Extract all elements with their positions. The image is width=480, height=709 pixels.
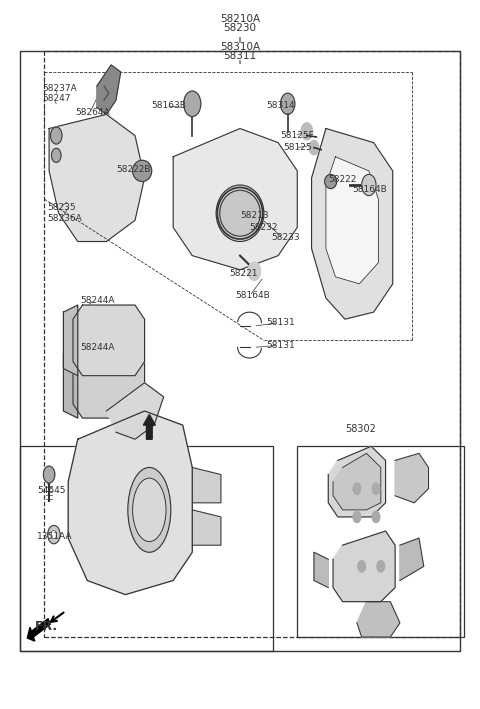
Text: 58213: 58213	[240, 211, 269, 220]
Circle shape	[281, 93, 295, 114]
Text: 58247: 58247	[42, 94, 71, 104]
Circle shape	[43, 466, 55, 483]
Polygon shape	[333, 453, 381, 510]
Text: 58164B: 58164B	[352, 186, 387, 194]
FancyArrow shape	[27, 619, 50, 641]
Text: 58230: 58230	[224, 23, 256, 33]
Polygon shape	[73, 347, 144, 418]
Polygon shape	[312, 128, 393, 319]
Polygon shape	[173, 128, 297, 269]
Text: 58210A: 58210A	[220, 14, 260, 24]
Text: 58163B: 58163B	[152, 101, 187, 111]
Text: 58131: 58131	[266, 341, 295, 350]
Polygon shape	[107, 383, 164, 440]
Polygon shape	[63, 305, 78, 376]
Text: 58314: 58314	[266, 101, 295, 111]
Text: 58221: 58221	[229, 269, 258, 278]
Circle shape	[372, 483, 380, 494]
Text: 58222B: 58222B	[116, 165, 150, 174]
Circle shape	[51, 530, 57, 539]
Polygon shape	[49, 114, 144, 242]
Circle shape	[248, 262, 261, 280]
Text: 58264A: 58264A	[75, 108, 110, 118]
Text: 58244A: 58244A	[80, 296, 115, 305]
Polygon shape	[326, 157, 378, 284]
Circle shape	[362, 174, 376, 196]
Polygon shape	[97, 65, 120, 114]
Circle shape	[377, 561, 384, 572]
Text: 58310A: 58310A	[220, 43, 260, 52]
Polygon shape	[333, 531, 395, 602]
Circle shape	[309, 140, 319, 155]
Circle shape	[51, 148, 61, 162]
Text: 58164B: 58164B	[235, 291, 270, 301]
Circle shape	[372, 511, 380, 523]
Polygon shape	[63, 347, 78, 418]
Ellipse shape	[220, 190, 260, 236]
Circle shape	[301, 123, 312, 140]
Circle shape	[353, 511, 361, 523]
Polygon shape	[192, 510, 221, 545]
Ellipse shape	[216, 185, 264, 242]
Polygon shape	[395, 453, 429, 503]
Circle shape	[353, 483, 361, 494]
Ellipse shape	[128, 467, 171, 552]
Circle shape	[48, 525, 60, 544]
Text: 58244A: 58244A	[80, 343, 115, 352]
Polygon shape	[73, 305, 144, 376]
Text: 58125F: 58125F	[281, 131, 314, 140]
Polygon shape	[314, 552, 328, 588]
Text: 58236A: 58236A	[48, 213, 83, 223]
Text: 58311: 58311	[223, 52, 257, 62]
Polygon shape	[400, 538, 424, 581]
Polygon shape	[357, 602, 400, 637]
Circle shape	[50, 127, 62, 144]
Text: 58233: 58233	[271, 233, 300, 242]
Polygon shape	[192, 467, 221, 503]
Ellipse shape	[132, 160, 152, 182]
Polygon shape	[68, 411, 192, 595]
Text: 54645: 54645	[37, 486, 66, 495]
Text: FR.: FR.	[35, 620, 58, 633]
Text: 58302: 58302	[345, 424, 376, 434]
Ellipse shape	[324, 174, 336, 189]
Polygon shape	[328, 446, 385, 517]
Circle shape	[358, 561, 365, 572]
Text: 1351AA: 1351AA	[37, 532, 72, 541]
Text: 58131: 58131	[266, 318, 295, 328]
Text: 58235: 58235	[48, 203, 76, 212]
Text: 58222: 58222	[328, 175, 357, 184]
Text: 58232: 58232	[250, 223, 278, 232]
Text: 58125: 58125	[283, 143, 312, 152]
FancyArrow shape	[144, 415, 156, 440]
Text: 58237A: 58237A	[42, 84, 77, 93]
Circle shape	[184, 91, 201, 116]
Ellipse shape	[132, 478, 166, 542]
